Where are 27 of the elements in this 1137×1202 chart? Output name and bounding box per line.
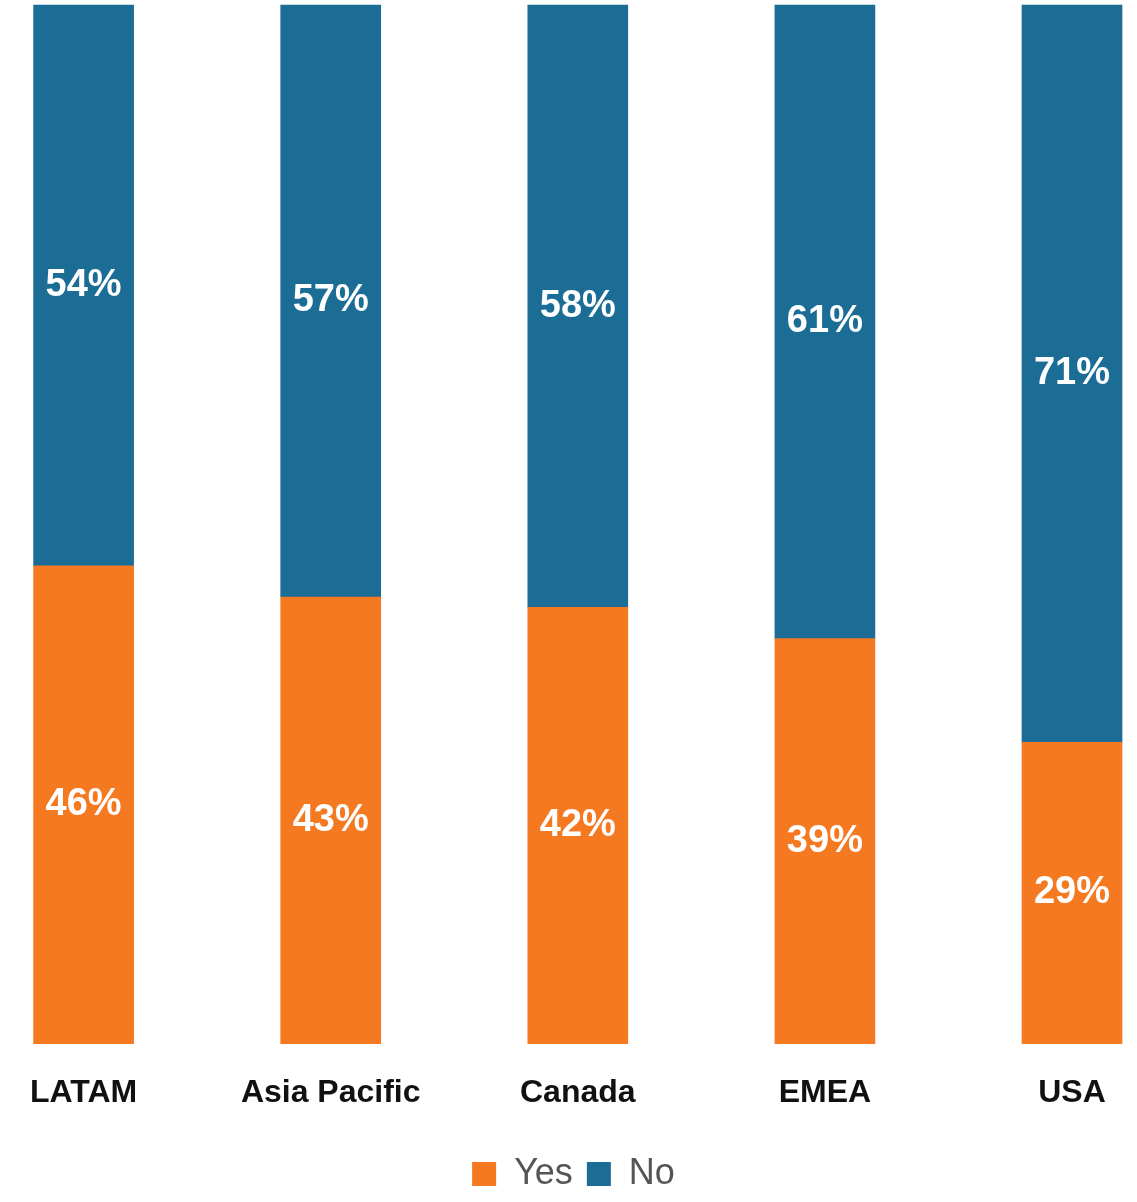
data-label: 54%	[45, 261, 122, 304]
x-tick-label: EMEA	[778, 1072, 872, 1109]
x-tick-label: Canada	[520, 1072, 636, 1109]
legend-label: No	[628, 1150, 675, 1192]
data-label: 29%	[1033, 869, 1111, 912]
data-label: 42%	[539, 801, 616, 844]
bar	[527, 4, 629, 608]
bar	[280, 4, 382, 598]
legend-label: Yes	[514, 1150, 573, 1192]
bar	[1021, 4, 1123, 743]
bar	[774, 4, 876, 639]
data-label: 43%	[292, 796, 369, 839]
bar	[280, 596, 382, 1044]
data-label: 61%	[786, 298, 863, 341]
data-label: 58%	[539, 282, 616, 325]
bar	[33, 565, 134, 1044]
bar	[774, 638, 876, 1044]
data-label: 46%	[45, 781, 122, 824]
data-label: 71%	[1033, 350, 1111, 393]
bar	[527, 607, 629, 1044]
bar	[33, 4, 134, 567]
data-label: 57%	[292, 277, 369, 320]
x-tick-label: Asia Pacific	[240, 1072, 421, 1109]
bar	[1021, 742, 1123, 1044]
data-label: 39%	[786, 817, 863, 860]
x-tick-label: USA	[1038, 1072, 1106, 1109]
x-tick-label: LATAM	[30, 1072, 138, 1109]
